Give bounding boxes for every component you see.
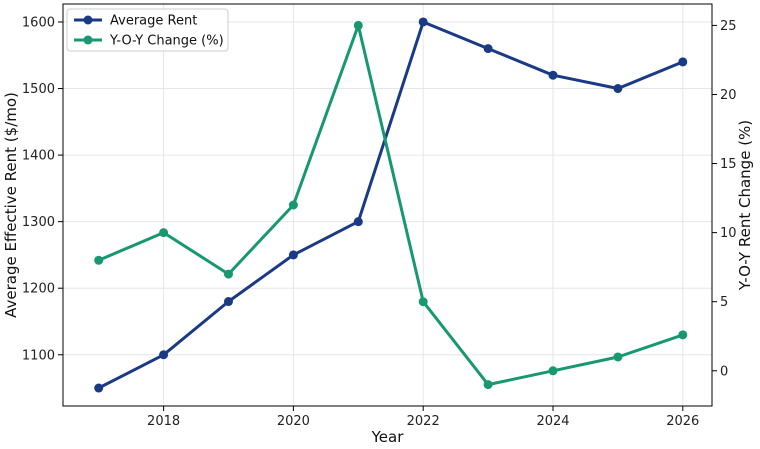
data-point-average-rent: [223, 297, 233, 307]
data-point-y-o-y-change: [159, 228, 169, 238]
data-point-average-rent: [159, 350, 169, 360]
data-point-y-o-y-change: [483, 380, 493, 390]
y-axis-right-ticks: 0 5 10 15 20 25: [712, 19, 737, 379]
y-axis-left-ticks: 1100 1200 1300 1400 1500 1600: [22, 15, 63, 363]
series-line-average-rent: [97, 20, 685, 390]
legend-label-yoy-change: Y-O-Y Change (%): [109, 34, 224, 49]
x-tick-label: 2024: [536, 414, 569, 429]
x-tick-label: 2020: [277, 414, 310, 429]
grid-layer: [63, 4, 712, 406]
series-layer: [94, 17, 688, 393]
y-right-tick-label: 25: [720, 19, 737, 34]
y-left-tick-label: 1600: [22, 15, 55, 30]
data-point-average-rent: [483, 44, 493, 54]
y-left-tick-label: 1300: [22, 215, 55, 230]
plot-frame: [62, 3, 713, 407]
series-line-y-o-y-change: [97, 23, 685, 387]
data-point-average-rent: [288, 250, 298, 260]
x-tick-label: 2026: [666, 414, 699, 429]
data-point-y-o-y-change: [288, 200, 298, 210]
x-axis-title: Year: [371, 428, 405, 446]
y-axis-left-title: Average Effective Rent ($/mo): [2, 92, 20, 318]
y-right-tick-label: 10: [720, 226, 737, 241]
data-point-y-o-y-change: [613, 352, 623, 362]
data-point-y-o-y-change: [94, 255, 104, 265]
data-point-y-o-y-change: [678, 330, 688, 340]
data-point-average-rent: [678, 57, 688, 67]
x-tick-label: 2022: [407, 414, 440, 429]
y-left-tick-label: 1500: [22, 82, 55, 97]
data-point-y-o-y-change: [548, 366, 558, 376]
data-point-y-o-y-change: [418, 297, 428, 307]
y-right-tick-label: 0: [720, 364, 728, 379]
data-point-average-rent: [613, 84, 623, 94]
data-point-average-rent: [418, 17, 428, 27]
data-point-y-o-y-change: [353, 20, 363, 30]
data-point-average-rent: [94, 383, 104, 393]
data-point-average-rent: [548, 70, 558, 80]
y-left-tick-label: 1200: [22, 282, 55, 297]
legend-marker-yoy-change: [83, 35, 93, 45]
y-right-tick-label: 15: [720, 157, 737, 172]
data-point-average-rent: [353, 217, 363, 227]
legend: Average Rent Y-O-Y Change (%): [66, 8, 229, 52]
data-point-y-o-y-change: [223, 269, 233, 279]
y-right-tick-label: 5: [720, 295, 728, 310]
legend-marker-average-rent: [83, 15, 93, 25]
y-left-tick-label: 1400: [22, 149, 55, 164]
y-left-tick-label: 1100: [22, 348, 55, 363]
x-axis-ticks: 2018 2020 2022 2024 2026: [147, 406, 699, 429]
y-axis-right-title: Y-O-Y Rent Change (%): [736, 120, 754, 291]
legend-box: [66, 8, 229, 52]
legend-label-average-rent: Average Rent: [110, 14, 197, 29]
y-right-tick-label: 20: [720, 88, 737, 103]
x-tick-label: 2018: [147, 414, 180, 429]
